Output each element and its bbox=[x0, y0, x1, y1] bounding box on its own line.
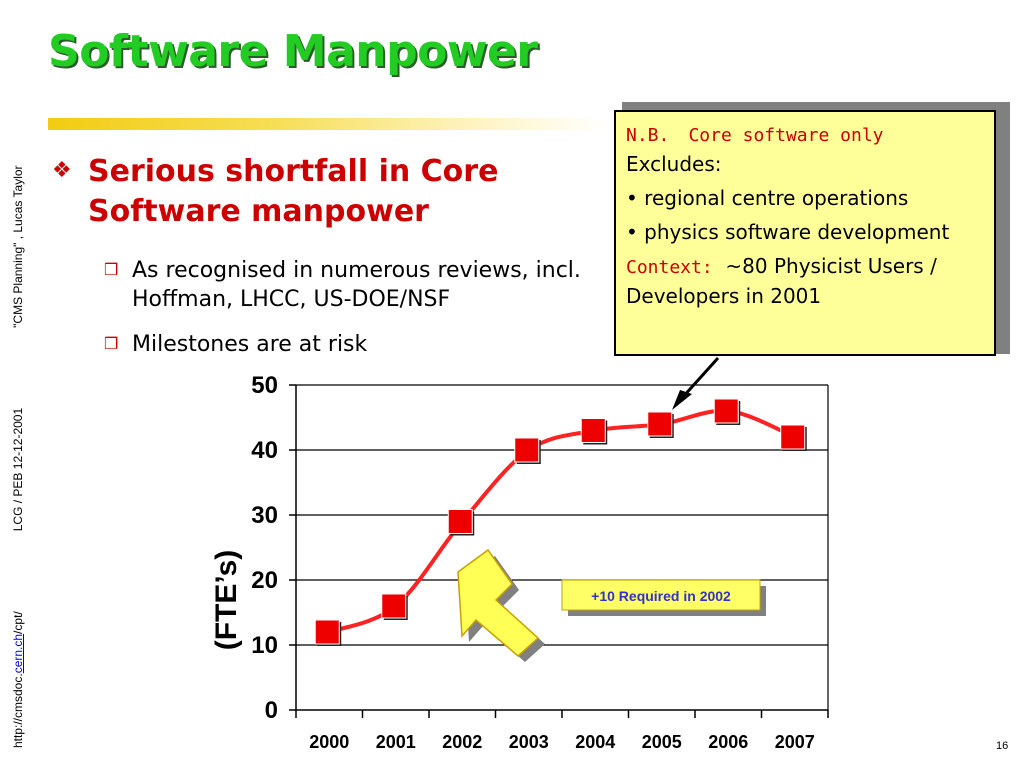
x-tick-label: 2007 bbox=[775, 732, 815, 752]
box-bullet-icon: ❒ bbox=[104, 260, 119, 279]
note-pointer-arrowhead bbox=[672, 390, 692, 410]
x-tick-label: 2005 bbox=[642, 732, 682, 752]
y-tick-label: 50 bbox=[251, 372, 278, 399]
slide-title: Software Manpower bbox=[48, 26, 538, 77]
callout-box: +10 Required in 2002 bbox=[561, 579, 766, 616]
note-item: • regional centre operations bbox=[626, 186, 909, 210]
note-excludes: Excludes: bbox=[626, 152, 722, 176]
context-text: ~80 Physicist Users / Developers in 2001 bbox=[626, 254, 937, 308]
data-point bbox=[580, 418, 606, 443]
x-tick-label: 2003 bbox=[509, 732, 549, 752]
note-item: • physics software development bbox=[626, 220, 950, 244]
data-point bbox=[713, 398, 739, 424]
title-underline bbox=[48, 118, 608, 130]
x-tick-label: 2006 bbox=[708, 732, 748, 752]
data-point bbox=[780, 424, 806, 450]
x-tick-label: 2002 bbox=[442, 732, 482, 752]
x-tick-label: 2004 bbox=[575, 732, 615, 752]
data-point bbox=[647, 411, 673, 437]
box-bullet-icon: ❒ bbox=[104, 334, 119, 353]
sub-bullet-text: Milestones are at risk bbox=[132, 332, 368, 357]
main-bullet-text: Serious shortfall in Core Software manpo… bbox=[88, 154, 499, 229]
y-tick-label: 0 bbox=[265, 697, 278, 724]
y-tick-label: 10 bbox=[251, 632, 278, 659]
x-tick-label: 2000 bbox=[309, 732, 349, 752]
y-tick-label: 30 bbox=[251, 502, 278, 529]
nb-label: N.B. bbox=[626, 125, 670, 146]
note-box: N.B. Core software only Excludes: • regi… bbox=[614, 110, 996, 356]
nb-text: Core software only bbox=[688, 125, 884, 146]
data-point bbox=[514, 437, 540, 463]
yellow-arrow-icon bbox=[457, 548, 540, 657]
y-axis-label: (FTE’s) bbox=[210, 550, 243, 651]
data-point bbox=[314, 619, 340, 645]
x-tick-label: 2001 bbox=[376, 732, 416, 752]
callout-text: +10 Required in 2002 bbox=[591, 588, 731, 604]
sub-bullet-text: As recognised in numerous reviews, incl.… bbox=[132, 258, 581, 312]
page-number: 16 bbox=[996, 740, 1009, 752]
y-tick-label: 20 bbox=[251, 567, 278, 594]
data-point bbox=[381, 593, 407, 619]
note-pointer-line bbox=[680, 356, 720, 400]
y-tick-label: 40 bbox=[251, 437, 278, 464]
diamond-bullet-icon: ❖ bbox=[52, 158, 72, 183]
context-label: Context: bbox=[626, 257, 713, 278]
data-point bbox=[447, 509, 473, 534]
